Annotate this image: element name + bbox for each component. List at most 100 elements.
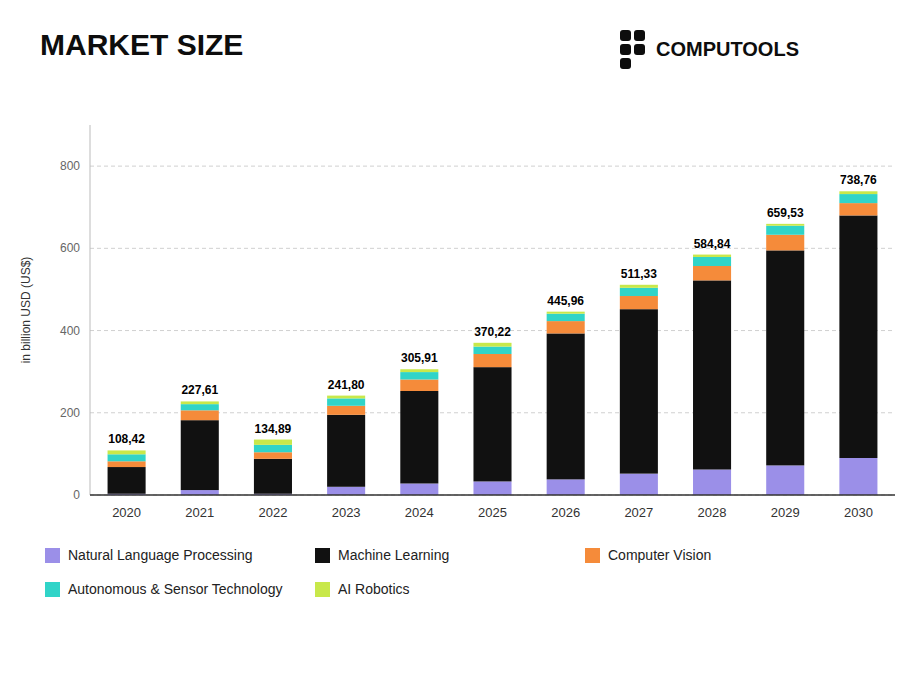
bar-segment bbox=[327, 415, 365, 487]
y-axis-line bbox=[90, 125, 91, 495]
bar-segment bbox=[766, 250, 804, 465]
bar-segment bbox=[181, 401, 219, 404]
legend-swatch bbox=[45, 548, 60, 563]
total-label: 659,53 bbox=[767, 206, 804, 220]
bar-segment bbox=[108, 450, 146, 454]
bar-segment bbox=[620, 285, 658, 288]
bar-segment bbox=[693, 280, 731, 469]
total-label: 511,33 bbox=[621, 267, 657, 281]
y-tick-label: 600 bbox=[60, 241, 80, 255]
bar-segment bbox=[766, 235, 804, 251]
bar-segment bbox=[839, 215, 877, 458]
total-label: 227,61 bbox=[181, 383, 218, 397]
bar-segment bbox=[693, 266, 731, 280]
x-tick-label: 2030 bbox=[844, 505, 873, 520]
bar-segment bbox=[547, 312, 585, 314]
x-tick-label: 2024 bbox=[405, 505, 434, 520]
bar-segment bbox=[766, 224, 804, 226]
chart: MARKET SIZE COMPUTOOLS 0 200 400 600 800 in bil… bbox=[0, 0, 919, 682]
logo bbox=[620, 30, 645, 69]
x-tick-label: 2028 bbox=[698, 505, 727, 520]
bars bbox=[108, 191, 878, 495]
bar-segment bbox=[839, 191, 877, 194]
bar-segment bbox=[620, 474, 658, 495]
y-axis-label: in billion USD (US$) bbox=[19, 257, 33, 364]
legend-label: Computer Vision bbox=[608, 547, 711, 563]
logo-block bbox=[620, 30, 631, 41]
legend-label: AI Robotics bbox=[338, 581, 410, 597]
total-label: 108,42 bbox=[108, 432, 145, 446]
y-tick-label: 400 bbox=[60, 324, 80, 338]
bar-segment bbox=[254, 459, 292, 494]
bar-segment bbox=[400, 369, 438, 372]
grid-line bbox=[90, 166, 895, 167]
bar-segment bbox=[693, 257, 731, 266]
bar-segment bbox=[620, 309, 658, 473]
legend-swatch bbox=[315, 548, 330, 563]
total-label: 445,96 bbox=[547, 294, 584, 308]
bar-segment bbox=[620, 288, 658, 296]
logo-block bbox=[634, 44, 645, 55]
bar-segment bbox=[547, 333, 585, 479]
grid bbox=[90, 166, 895, 495]
bar-segment bbox=[327, 406, 365, 415]
bar-segment bbox=[473, 343, 511, 347]
y-tick-label: 0 bbox=[73, 488, 80, 502]
bar-segment bbox=[547, 479, 585, 495]
total-label: 134,89 bbox=[255, 422, 292, 436]
y-tick-label: 200 bbox=[60, 406, 80, 420]
bar-segment bbox=[400, 379, 438, 391]
bar-segment bbox=[327, 398, 365, 405]
bar-segment bbox=[839, 203, 877, 215]
x-tick-label: 2027 bbox=[624, 505, 653, 520]
bar-segment bbox=[839, 194, 877, 203]
x-tick-label: 2029 bbox=[771, 505, 800, 520]
bar-segment bbox=[400, 391, 438, 484]
title: MARKET SIZE bbox=[40, 28, 243, 61]
total-label: 241,80 bbox=[328, 378, 365, 392]
bar-segment bbox=[108, 454, 146, 461]
legend: Natural Language ProcessingMachine Learn… bbox=[45, 547, 711, 597]
logo-block bbox=[634, 30, 645, 41]
bar-segment bbox=[181, 420, 219, 490]
y-tick-label: 800 bbox=[60, 159, 80, 173]
total-label: 584,84 bbox=[694, 237, 731, 251]
legend-label: Autonomous & Sensor Technology bbox=[68, 581, 283, 597]
bar-segment bbox=[254, 445, 292, 452]
x-tick-label: 2021 bbox=[185, 505, 214, 520]
logo-block bbox=[620, 44, 631, 55]
x-tick-label: 2023 bbox=[332, 505, 361, 520]
legend-swatch bbox=[45, 582, 60, 597]
bar-segment bbox=[473, 481, 511, 495]
total-label: 305,91 bbox=[401, 351, 438, 365]
bar-segment bbox=[693, 255, 731, 257]
legend-swatch bbox=[315, 582, 330, 597]
bar-segment bbox=[693, 470, 731, 495]
bar-segment bbox=[181, 404, 219, 410]
bar-segment bbox=[839, 458, 877, 495]
legend-label: Machine Learning bbox=[338, 547, 449, 563]
x-axis-line bbox=[90, 494, 895, 496]
bar-segment bbox=[766, 465, 804, 495]
bar-segment bbox=[766, 226, 804, 235]
annotation: COMPUTOOLS bbox=[656, 38, 799, 60]
bar-segment bbox=[400, 483, 438, 495]
bar-segment bbox=[108, 461, 146, 467]
bar-segment bbox=[400, 372, 438, 379]
bar-segment bbox=[181, 410, 219, 420]
x-tick-label: 2022 bbox=[258, 505, 287, 520]
bar-segment bbox=[254, 440, 292, 445]
bar-segment bbox=[547, 321, 585, 333]
x-tick-label: 2020 bbox=[112, 505, 141, 520]
grid-line bbox=[90, 495, 895, 496]
bar-segment bbox=[327, 396, 365, 399]
logo-block bbox=[620, 58, 631, 69]
total-label: 370,22 bbox=[474, 325, 511, 339]
bar-segment bbox=[473, 367, 511, 481]
bar-segment bbox=[547, 314, 585, 321]
legend-swatch bbox=[585, 548, 600, 563]
bar-segment bbox=[620, 296, 658, 309]
bar-segment bbox=[473, 354, 511, 367]
total-label: 738,76 bbox=[840, 173, 877, 187]
bar-segment bbox=[254, 452, 292, 459]
